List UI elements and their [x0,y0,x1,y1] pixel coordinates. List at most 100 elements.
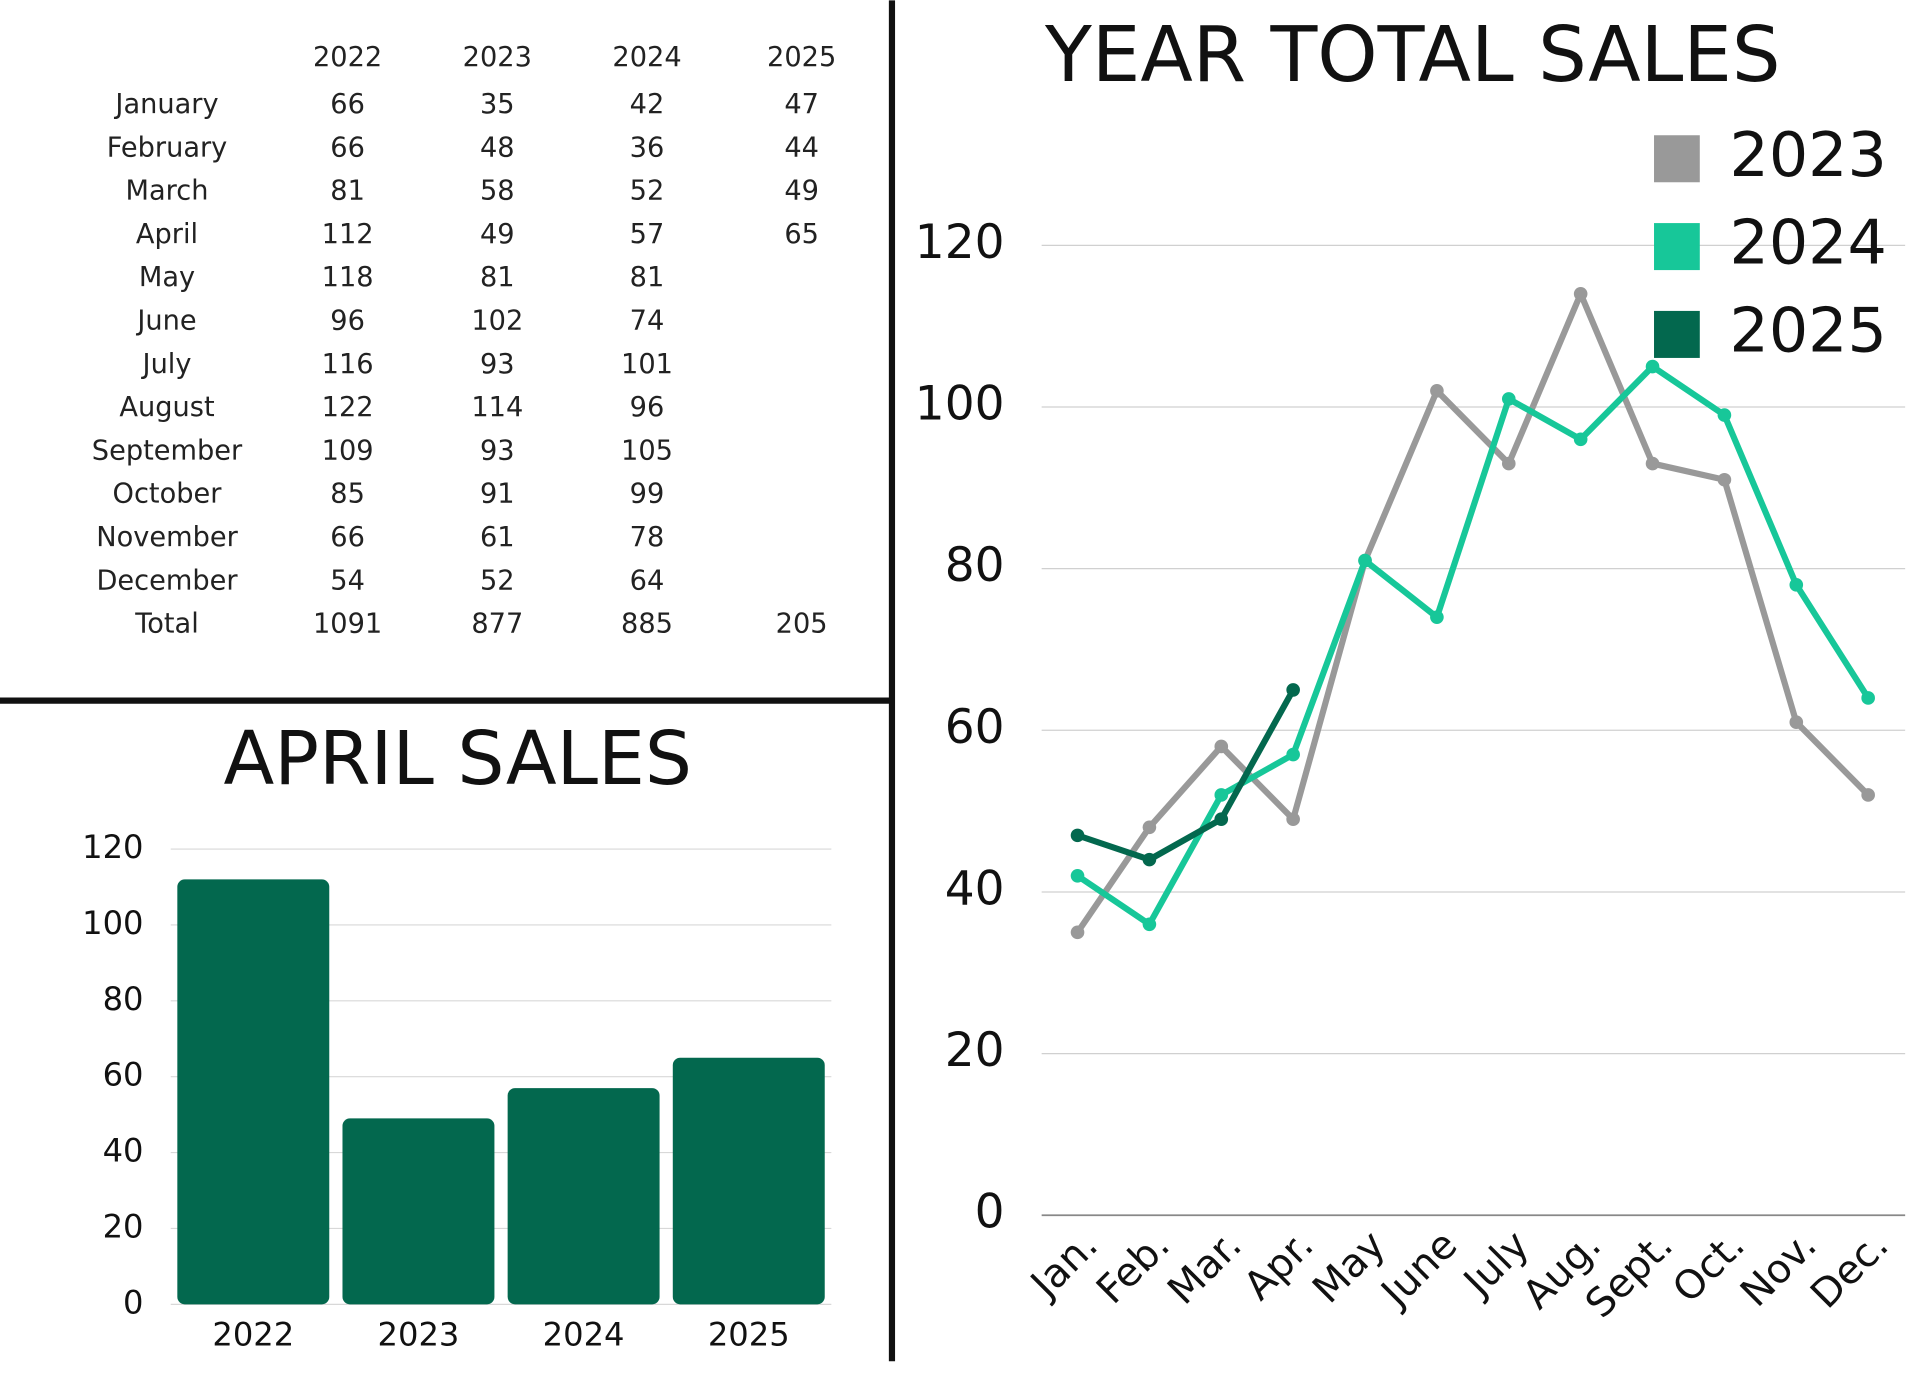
table-cell: 114 [471,392,523,423]
y-tick-label: 0 [975,1185,1005,1240]
series-line [1075,363,1871,928]
table-cell: 101 [621,349,673,380]
table-cell: 81 [480,262,515,293]
legend-label: 2023 [1729,119,1886,191]
table-cell: 122 [322,392,374,423]
point [1358,553,1372,568]
point [1501,392,1516,406]
y-tick-label: 120 [82,828,143,866]
y-tick-label: 100 [915,376,1005,431]
y-tick-label: 80 [103,980,144,1018]
row-label: September [92,435,243,466]
point [1789,578,1804,592]
point [1861,691,1875,705]
table-cell: 85 [330,479,365,510]
point [1214,812,1229,827]
y-tick-label: 60 [103,1056,144,1094]
table-cell: 35 [480,89,515,120]
table-cell: 48 [480,132,515,163]
point [1789,715,1804,730]
table-cell: 885 [621,609,673,640]
y-tick-label: 20 [945,1023,1005,1078]
y-tick-label: 20 [103,1207,144,1245]
x-tick-label: Jan. [1020,1222,1107,1309]
table-cell: 112 [322,219,374,250]
table-cell: 96 [630,392,665,423]
table-cell: 47 [784,89,819,120]
table-cell: 93 [480,349,515,380]
table-cell: 65 [784,219,819,250]
line-chart-title: YEAR TOTAL SALES [1044,11,1781,100]
table-cell: 877 [471,609,523,640]
table-cell: 66 [330,522,365,553]
table-cell: 61 [480,522,515,553]
point [1070,925,1085,940]
table-cell: 91 [480,479,515,510]
legend-swatch [1654,310,1700,358]
table-cell: 109 [322,435,374,466]
bar [342,1118,495,1305]
row-label: March [126,176,209,207]
x-tick-label: Dec. [1802,1222,1898,1318]
table-cell: 93 [480,435,515,466]
y-tick-label: 100 [82,904,143,942]
table-cell: 52 [630,176,665,207]
row-label: May [139,262,195,293]
point [1573,287,1588,301]
table-cell: 64 [630,565,665,596]
legend-swatch [1654,223,1700,271]
table-cell: 81 [630,262,665,293]
table-cell: 105 [621,435,673,466]
y-tick-label: 120 [915,215,1005,270]
bar [507,1088,660,1305]
point [1861,788,1875,802]
table-cell: 49 [784,176,819,207]
row-label: April [136,219,198,250]
table-cell: 81 [330,176,365,207]
x-tick-label: 2023 [378,1315,460,1353]
point [1286,812,1300,827]
bar [672,1057,825,1305]
table-cell: 1091 [313,609,382,640]
y-tick-label: 80 [945,538,1005,593]
table-cell: 116 [322,349,374,380]
y-tick-label: 60 [945,700,1005,755]
table-header: 2024 [612,42,681,73]
table-cell: 74 [630,306,665,337]
x-tick-label: 2022 [212,1315,294,1353]
table-cell: 49 [480,219,515,250]
x-tick-label: Nov. [1732,1222,1826,1316]
row-label: June [135,306,196,337]
row-label: February [107,132,228,163]
row-label: July [141,349,192,380]
x-tick-label: Oct. [1664,1222,1754,1312]
point [1142,852,1157,867]
point [1070,828,1085,843]
table-cell: 57 [630,219,665,250]
table-cell: 36 [630,132,665,163]
point [1142,917,1157,932]
point [1286,683,1300,697]
bar [177,879,330,1305]
y-tick-label: 40 [945,861,1005,916]
point [1717,472,1732,487]
table-cell: 78 [630,522,665,553]
x-tick-label: May [1304,1222,1394,1312]
table-header: 2023 [463,42,532,73]
table-cell: 205 [776,609,828,640]
point [1214,788,1229,802]
table-cell: 42 [630,89,665,120]
legend-label: 2024 [1729,207,1886,279]
x-tick-label: June [1371,1222,1467,1318]
point [1430,610,1444,624]
row-label: Total [134,609,199,640]
table-cell: 58 [480,176,515,207]
point [1286,747,1300,762]
table-cell: 44 [784,132,819,163]
bar-chart-title: APRIL SALES [223,715,692,802]
x-tick-label: 2025 [708,1315,790,1353]
table-cell: 118 [322,262,374,293]
point [1070,868,1085,883]
row-label: November [96,522,238,553]
